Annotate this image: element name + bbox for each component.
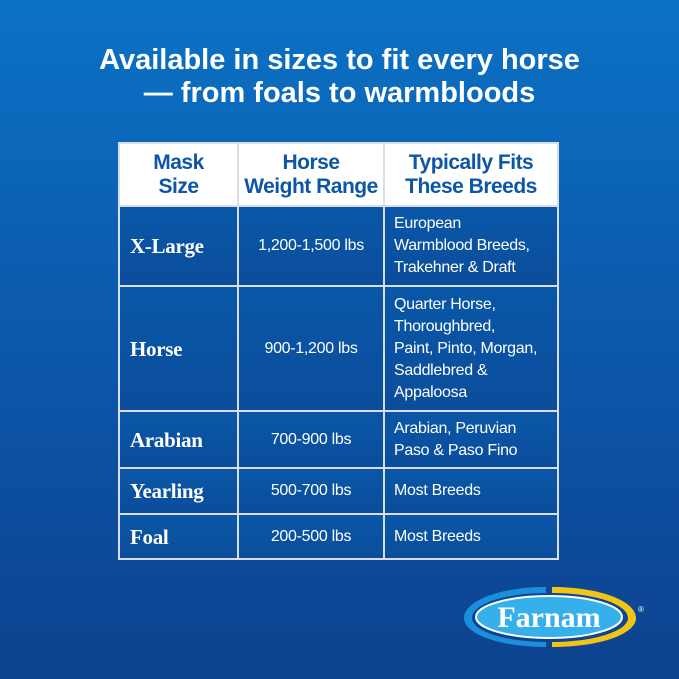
breeds: Arabian, Peruvian Paso & Paso Fino xyxy=(383,410,559,469)
mask-size: Foal xyxy=(118,513,239,560)
header-text: Typically Fits xyxy=(408,150,534,174)
breeds: Quarter Horse, Thoroughbred, Paint, Pinto,… xyxy=(383,285,559,412)
breed-line: European xyxy=(394,215,461,232)
farnam-logo: Farnam ® xyxy=(464,587,644,647)
weight-range: 500-700 lbs xyxy=(237,467,385,515)
header-row: Mask Size Horse Weight Range Typically Fit… xyxy=(118,142,559,207)
header-breeds: Typically Fits These Breeds xyxy=(383,142,559,207)
table-row: X-Large 1,200-1,500 lbs European Warmbloo… xyxy=(118,205,559,287)
breed-line: Quarter Horse, xyxy=(394,295,496,313)
mask-size: X-Large xyxy=(118,205,239,287)
breed-line: Trakehner & Draft xyxy=(394,259,516,276)
breeds: Most Breeds xyxy=(383,467,559,515)
header-text: Size xyxy=(158,174,199,198)
weight-range: 1,200-1,500 lbs xyxy=(237,205,385,287)
logo-oval xyxy=(475,595,623,639)
size-chart-table: Mask Size Horse Weight Range Typically Fit… xyxy=(118,142,559,560)
headline-line-1: Available in sizes to fit every horse xyxy=(99,44,580,76)
breed-line: Saddlebred & xyxy=(394,361,488,379)
headline-line-2: — from foals to warmbloods xyxy=(143,77,536,109)
breed-line: Appaloosa xyxy=(394,383,467,401)
header-text: Mask xyxy=(153,150,204,174)
header-weight-range: Horse Weight Range xyxy=(237,142,385,207)
logo-text: Farnam xyxy=(497,601,600,634)
breed-line: Arabian, Peruvian xyxy=(394,419,517,437)
weight-range: 700-900 lbs xyxy=(237,410,385,469)
header-text: Weight Range xyxy=(244,174,378,198)
table-row: Foal 200-500 lbs Most Breeds xyxy=(118,513,559,560)
mask-size: Horse xyxy=(118,285,239,412)
table-row: Arabian 700-900 lbs Arabian, Peruvian Pas… xyxy=(118,410,559,469)
weight-range: 900-1,200 lbs xyxy=(237,285,385,412)
mask-size: Yearling xyxy=(118,467,239,515)
mask-size: Arabian xyxy=(118,410,239,469)
breeds: Most Breeds xyxy=(383,513,559,560)
logo-blue-arc xyxy=(464,587,546,647)
breed-line: Paint, Pinto, Morgan, xyxy=(394,339,538,357)
header-mask-size: Mask Size xyxy=(118,142,239,207)
registered-mark: ® xyxy=(638,605,644,614)
breed-line: Warmblood Breeds, xyxy=(394,237,530,254)
header-text: Horse xyxy=(282,150,340,174)
logo-gold-arc xyxy=(552,587,636,647)
breed-line: Paso & Paso Fino xyxy=(394,441,518,459)
weight-range: 200-500 lbs xyxy=(237,513,385,560)
breeds: European Warmblood Breeds, Trakehner & Dra… xyxy=(383,205,559,287)
breed-line: Most Breeds xyxy=(394,527,481,545)
breed-line: Thoroughbred, xyxy=(394,317,496,335)
header-text: These Breeds xyxy=(405,174,537,198)
headline: Available in sizes to fit every horse — … xyxy=(0,44,679,110)
breed-line: Most Breeds xyxy=(394,482,481,499)
table-row: Horse 900-1,200 lbs Quarter Horse, Thorou… xyxy=(118,285,559,412)
table-row: Yearling 500-700 lbs Most Breeds xyxy=(118,467,559,515)
